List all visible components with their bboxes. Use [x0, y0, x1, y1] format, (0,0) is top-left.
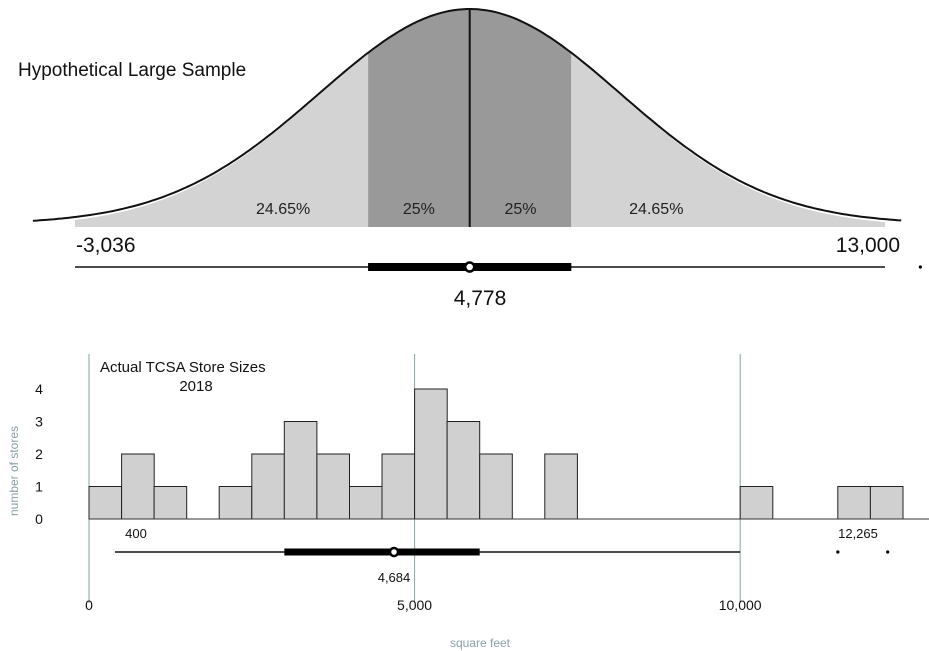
median-label: 4,684	[378, 570, 411, 585]
percentage-labels: 24.65% 25% 25% 24.65%	[256, 201, 683, 218]
x-tick-3: 10,000	[719, 597, 762, 613]
pct-label-1: 24.65%	[256, 201, 310, 218]
histogram-title: Actual TCSA Store Sizes	[100, 359, 266, 376]
x-axis-label: square feet	[450, 636, 511, 650]
outlier-label: 12,265	[838, 526, 878, 541]
bar-4	[218, 486, 253, 520]
bar-11	[446, 421, 481, 520]
median-point	[463, 261, 476, 273]
bar-3	[153, 486, 188, 520]
segment-2	[368, 9, 470, 227]
segment-4	[571, 53, 885, 228]
bar-10	[414, 388, 448, 520]
segment-3	[469, 9, 572, 227]
histogram-chart: 0 1 2 3 4 number of stores Actual TCSA Store…	[7, 354, 929, 650]
x-tick-1: 0	[85, 597, 93, 613]
median-label: 4,778	[454, 287, 507, 310]
distribution-segments	[75, 9, 885, 228]
y-tick-2: 2	[35, 446, 43, 462]
y-tick-4: 4	[35, 381, 43, 397]
bar-5	[251, 453, 285, 520]
histogram-subtitle: 2018	[179, 378, 212, 395]
bar-6	[283, 421, 318, 520]
bar-16	[869, 486, 904, 520]
histogram-bars	[88, 388, 904, 520]
bar-1	[88, 486, 123, 520]
normal-distribution-chart: 24.65% 25% 25% 24.65% Hypothetical Large Sa…	[18, 8, 922, 310]
bell-curve-line	[32, 8, 902, 222]
y-tick-3: 3	[35, 414, 43, 430]
whisker-low-label: -3,036	[76, 234, 136, 257]
whisker-low-label: 400	[125, 526, 147, 541]
outlier-point-2	[886, 550, 890, 554]
bar-12	[479, 453, 513, 520]
x-axis-ticks: 0 5,000 10,000	[85, 597, 762, 613]
pct-label-2: 25%	[403, 201, 435, 218]
y-tick-1: 1	[35, 479, 43, 495]
bar-7	[316, 453, 350, 520]
bar-9	[381, 453, 416, 520]
bottom-boxplot	[115, 546, 890, 558]
outlier-point-1	[918, 265, 922, 269]
whisker-high-label: 13,000	[836, 234, 900, 257]
bar-14	[739, 486, 774, 520]
top-boxplot	[75, 261, 922, 273]
bar-13	[544, 453, 578, 520]
y-axis-label: number of stores	[7, 426, 21, 516]
pct-label-3: 25%	[504, 201, 536, 218]
y-axis-ticks: 0 1 2 3 4	[35, 381, 43, 527]
outlier-point-1	[836, 550, 840, 554]
y-tick-0: 0	[35, 511, 43, 527]
segment-1	[75, 53, 369, 228]
pct-label-4: 24.65%	[629, 201, 683, 218]
median-point	[388, 546, 400, 558]
bar-8	[349, 486, 383, 520]
x-tick-2: 5,000	[397, 597, 432, 613]
top-chart-title: Hypothetical Large Sample	[18, 60, 246, 81]
bar-15	[837, 486, 871, 520]
bar-2	[121, 453, 155, 520]
